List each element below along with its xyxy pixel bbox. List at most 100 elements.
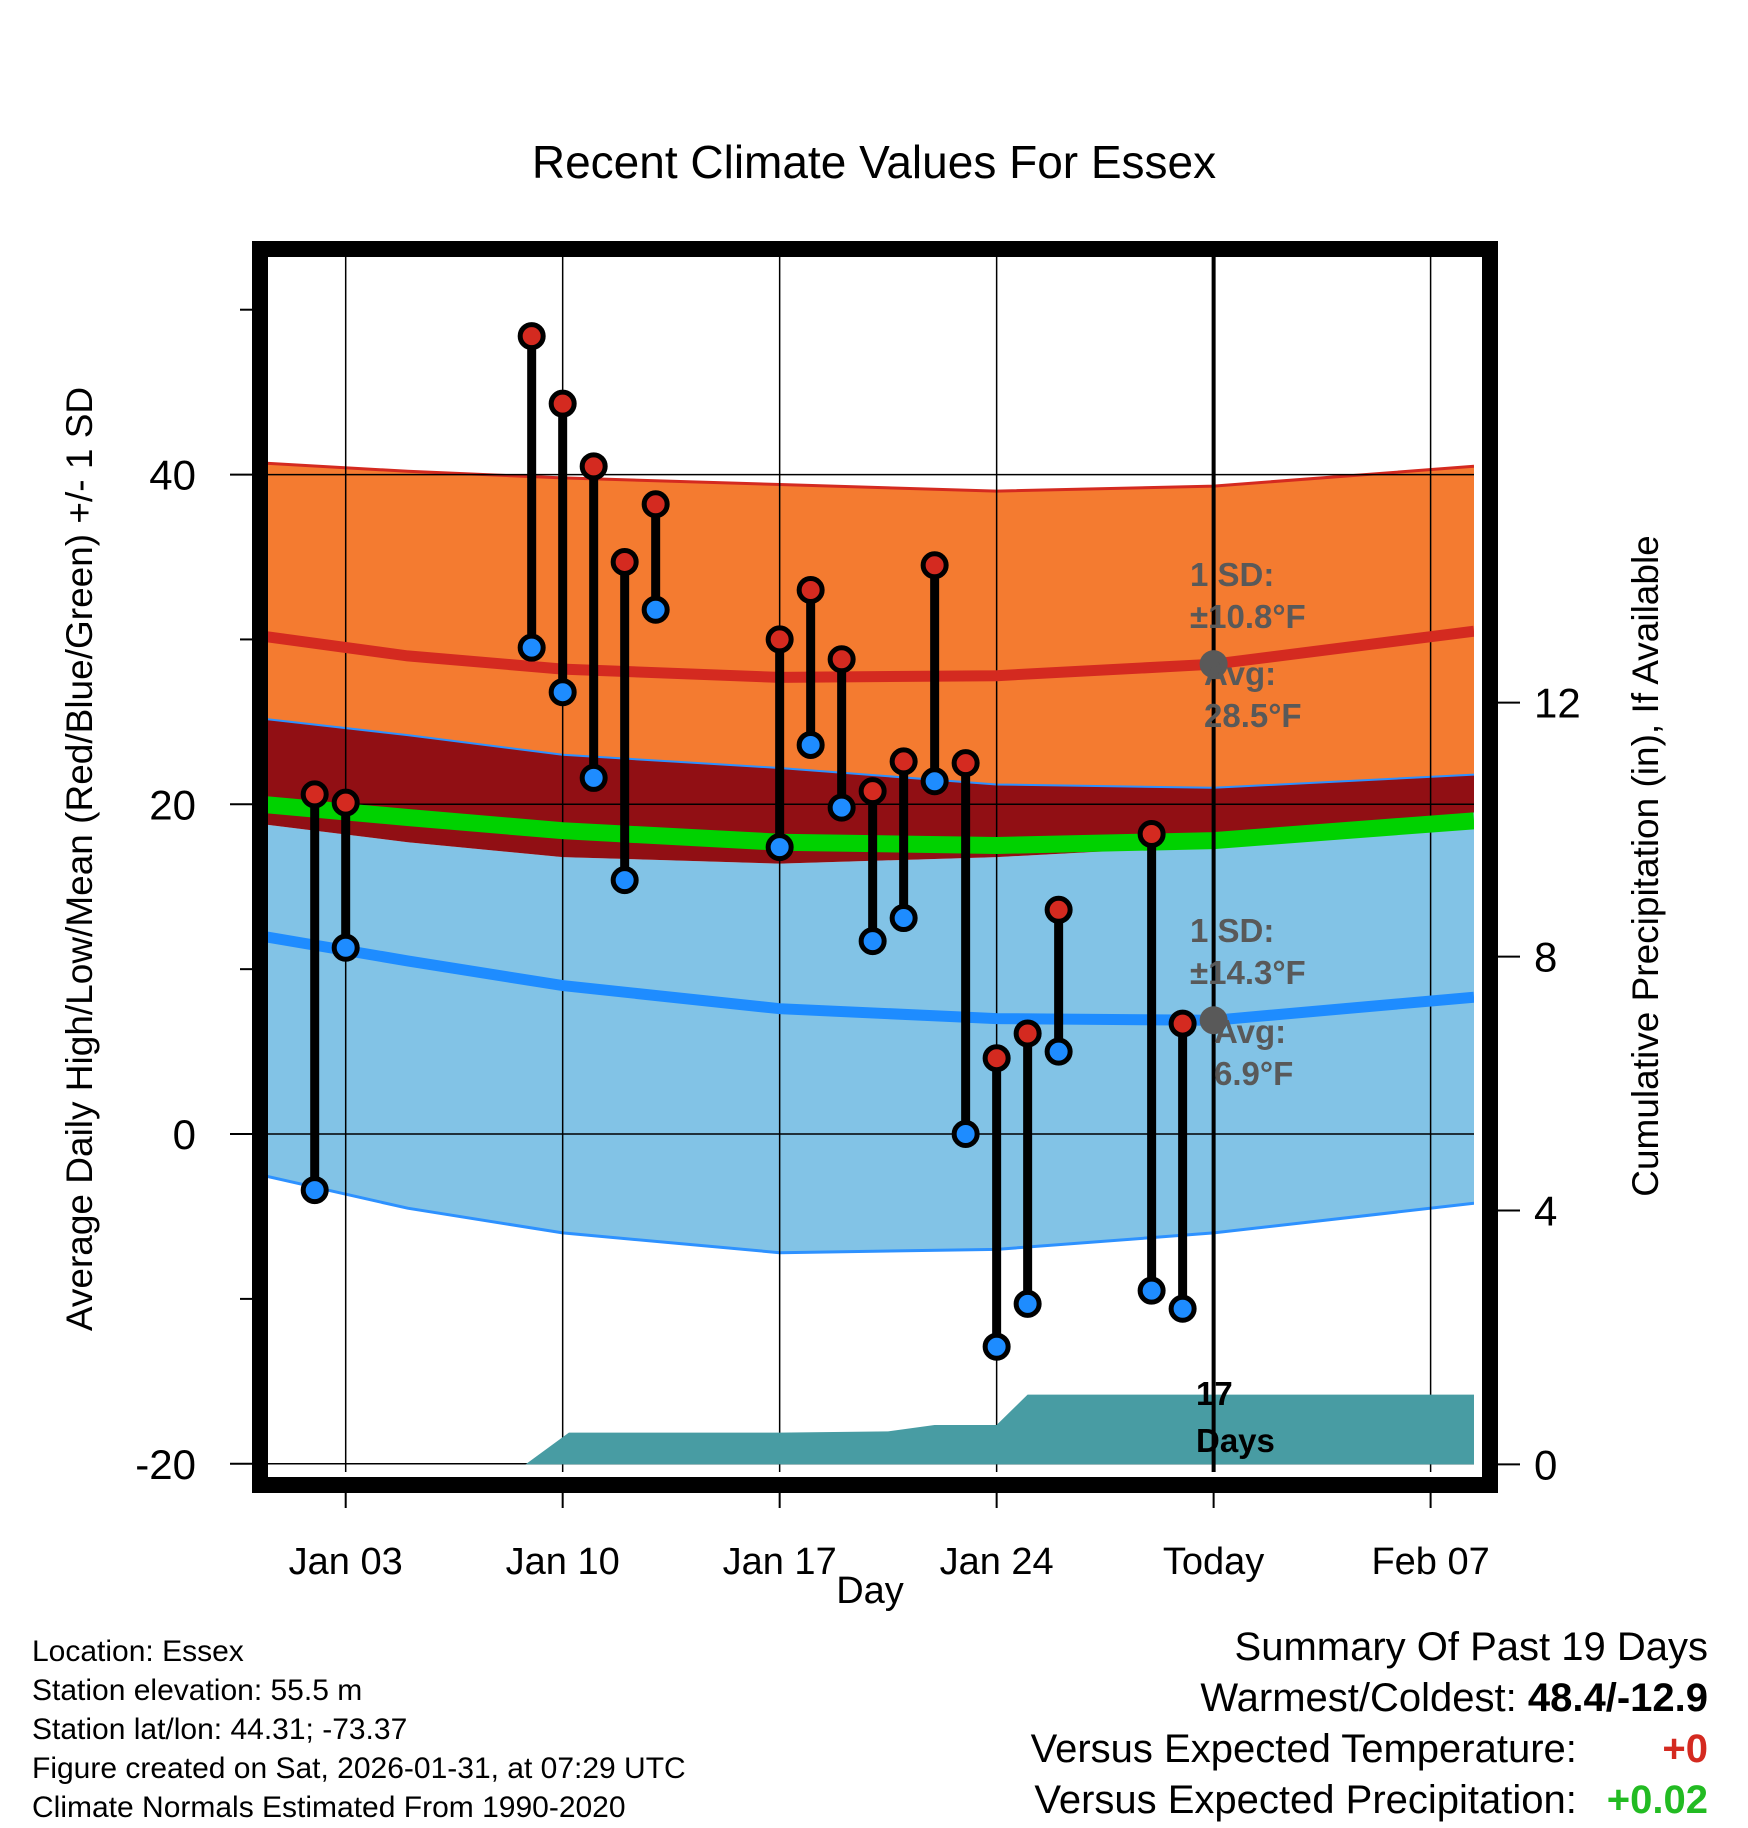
observed-high-point — [548, 389, 577, 418]
summary-panel: Summary Of Past 19 Days Warmest/Coldest:… — [1031, 1622, 1708, 1826]
observation-day — [610, 547, 639, 895]
observed-low-point — [1137, 1276, 1166, 1305]
summary-warmest-label: Warmest/Coldest: — [1200, 1676, 1517, 1720]
observed-low-point — [1044, 1037, 1073, 1066]
observed-high-point — [300, 780, 329, 809]
high-avg-marker — [1199, 650, 1228, 679]
observation-day — [1168, 1009, 1197, 1323]
low-sd-band — [262, 812, 1474, 1253]
observed-low-point — [331, 933, 360, 962]
footer-elevation: Station elevation: 55.5 m — [32, 1674, 363, 1707]
observation-day — [982, 1044, 1011, 1361]
high-avg-label: Avg: — [1204, 655, 1276, 692]
summary-temp-label: Versus Expected Temperature: — [1030, 1727, 1577, 1771]
observed-high-point — [796, 575, 825, 604]
summary-precip-value: +0.02 — [1606, 1778, 1708, 1822]
observed-high-point — [331, 788, 360, 817]
observed-high-point — [920, 551, 949, 580]
observed-low-point — [641, 595, 670, 624]
observed-high-point — [982, 1044, 1011, 1073]
observed-low-point — [517, 633, 546, 662]
chart-title: Recent Climate Values For Essex — [532, 136, 1216, 188]
high-sd-value: ±10.8°F — [1190, 598, 1306, 635]
observed-high-point — [1137, 819, 1166, 848]
observation-day — [1044, 895, 1073, 1066]
observation-day — [300, 780, 329, 1205]
plot-frame — [252, 241, 1498, 1493]
observation-day — [765, 625, 794, 862]
y-tick-label: -20 — [135, 1441, 196, 1488]
observed-low-point — [300, 1176, 329, 1205]
observed-high-point — [951, 749, 980, 778]
observed-high-point — [1044, 895, 1073, 924]
summary-warmest-row: Warmest/Coldest: 48.4/-12.9 — [1031, 1673, 1708, 1724]
observed-low-point — [796, 730, 825, 759]
y-tick-label: 20 — [149, 781, 196, 828]
observed-low-point — [920, 767, 949, 796]
summary-precip-label: Versus Expected Precipitation: — [1034, 1778, 1577, 1822]
low-avg-value: 6.9°F — [1214, 1055, 1293, 1092]
days-label: Days — [1196, 1422, 1275, 1459]
x-tick-label: Feb 07 — [1371, 1541, 1489, 1583]
observed-low-point — [827, 793, 856, 822]
x-tick-label: Jan 10 — [506, 1541, 620, 1583]
observed-low-point — [610, 866, 639, 895]
station-info: Location: Essex Station elevation: 55.5 … — [32, 1632, 686, 1827]
x-tick-label: Jan 24 — [940, 1541, 1054, 1583]
x-axis-label: Day — [836, 1570, 904, 1612]
y-tick-label: 40 — [149, 452, 196, 499]
observation-day — [951, 749, 980, 1149]
x-tick-label: Jan 17 — [723, 1541, 837, 1583]
low-avg-label: Avg: — [1214, 1013, 1286, 1050]
x-tick-label: Today — [1163, 1541, 1264, 1583]
footer-created: Figure created on Sat, 2026-01-31, at 07… — [32, 1752, 686, 1785]
y2-tick-label: 8 — [1534, 934, 1557, 981]
observed-low-point — [1168, 1294, 1197, 1323]
observed-low-point — [579, 763, 608, 792]
y2-tick-label: 4 — [1534, 1187, 1557, 1234]
observation-day — [1013, 1019, 1042, 1318]
observed-high-point — [858, 777, 887, 806]
footer-normals: Climate Normals Estimated From 1990-2020 — [32, 1791, 626, 1824]
observation-day — [889, 747, 918, 933]
observation-day — [331, 788, 360, 962]
observed-low-point — [765, 833, 794, 862]
high-avg-value: 28.5°F — [1204, 697, 1302, 734]
observed-high-point — [1013, 1019, 1042, 1048]
y2-tick-label: 12 — [1534, 680, 1581, 727]
observed-low-point — [982, 1332, 1011, 1361]
low-sd-value: ±14.3°F — [1190, 954, 1306, 991]
observation-day — [548, 389, 577, 707]
observed-low-point — [1013, 1289, 1042, 1318]
x-tick-label: Jan 03 — [289, 1541, 403, 1583]
observation-day — [517, 322, 546, 662]
observed-high-point — [517, 322, 546, 351]
footer-location: Location: Essex — [32, 1635, 244, 1668]
observed-high-point — [610, 547, 639, 576]
climate-chart: Recent Climate Values For Essex -2002040… — [59, 136, 1666, 1612]
days-count: 17 — [1196, 1375, 1233, 1412]
y-tick-label: 0 — [173, 1111, 196, 1158]
summary-warmest-value: 48.4/-12.9 — [1527, 1676, 1708, 1720]
observation-day — [858, 777, 887, 956]
summary-temp-value: +0 — [1662, 1727, 1708, 1771]
y2-axis-label: Cumulative Precipitation (in), If Availa… — [1625, 535, 1666, 1197]
observation-day — [796, 575, 825, 759]
footer-latlon: Station lat/lon: 44.31; -73.37 — [32, 1713, 408, 1746]
low-avg-marker — [1199, 1006, 1228, 1035]
observed-high-point — [889, 747, 918, 776]
observed-high-point — [765, 625, 794, 654]
observed-high-point — [827, 645, 856, 674]
y2-tick-label: 0 — [1534, 1441, 1557, 1488]
observation-day — [827, 645, 856, 822]
high-sd-label: 1 SD: — [1190, 556, 1274, 593]
low-sd-label: 1 SD: — [1190, 912, 1274, 949]
observed-low-point — [858, 927, 887, 956]
precip-area — [262, 1394, 1474, 1465]
observed-high-point — [641, 490, 670, 519]
observed-high-point — [579, 452, 608, 481]
y-axis-label: Average Daily High/Low/Mean (Red/Blue/Gr… — [59, 387, 100, 1331]
summary-precip-row: Versus Expected Precipitation: +0.02 — [1031, 1775, 1708, 1826]
summary-temp-row: Versus Expected Temperature: +0 — [1031, 1724, 1708, 1775]
observation-day — [579, 452, 608, 792]
